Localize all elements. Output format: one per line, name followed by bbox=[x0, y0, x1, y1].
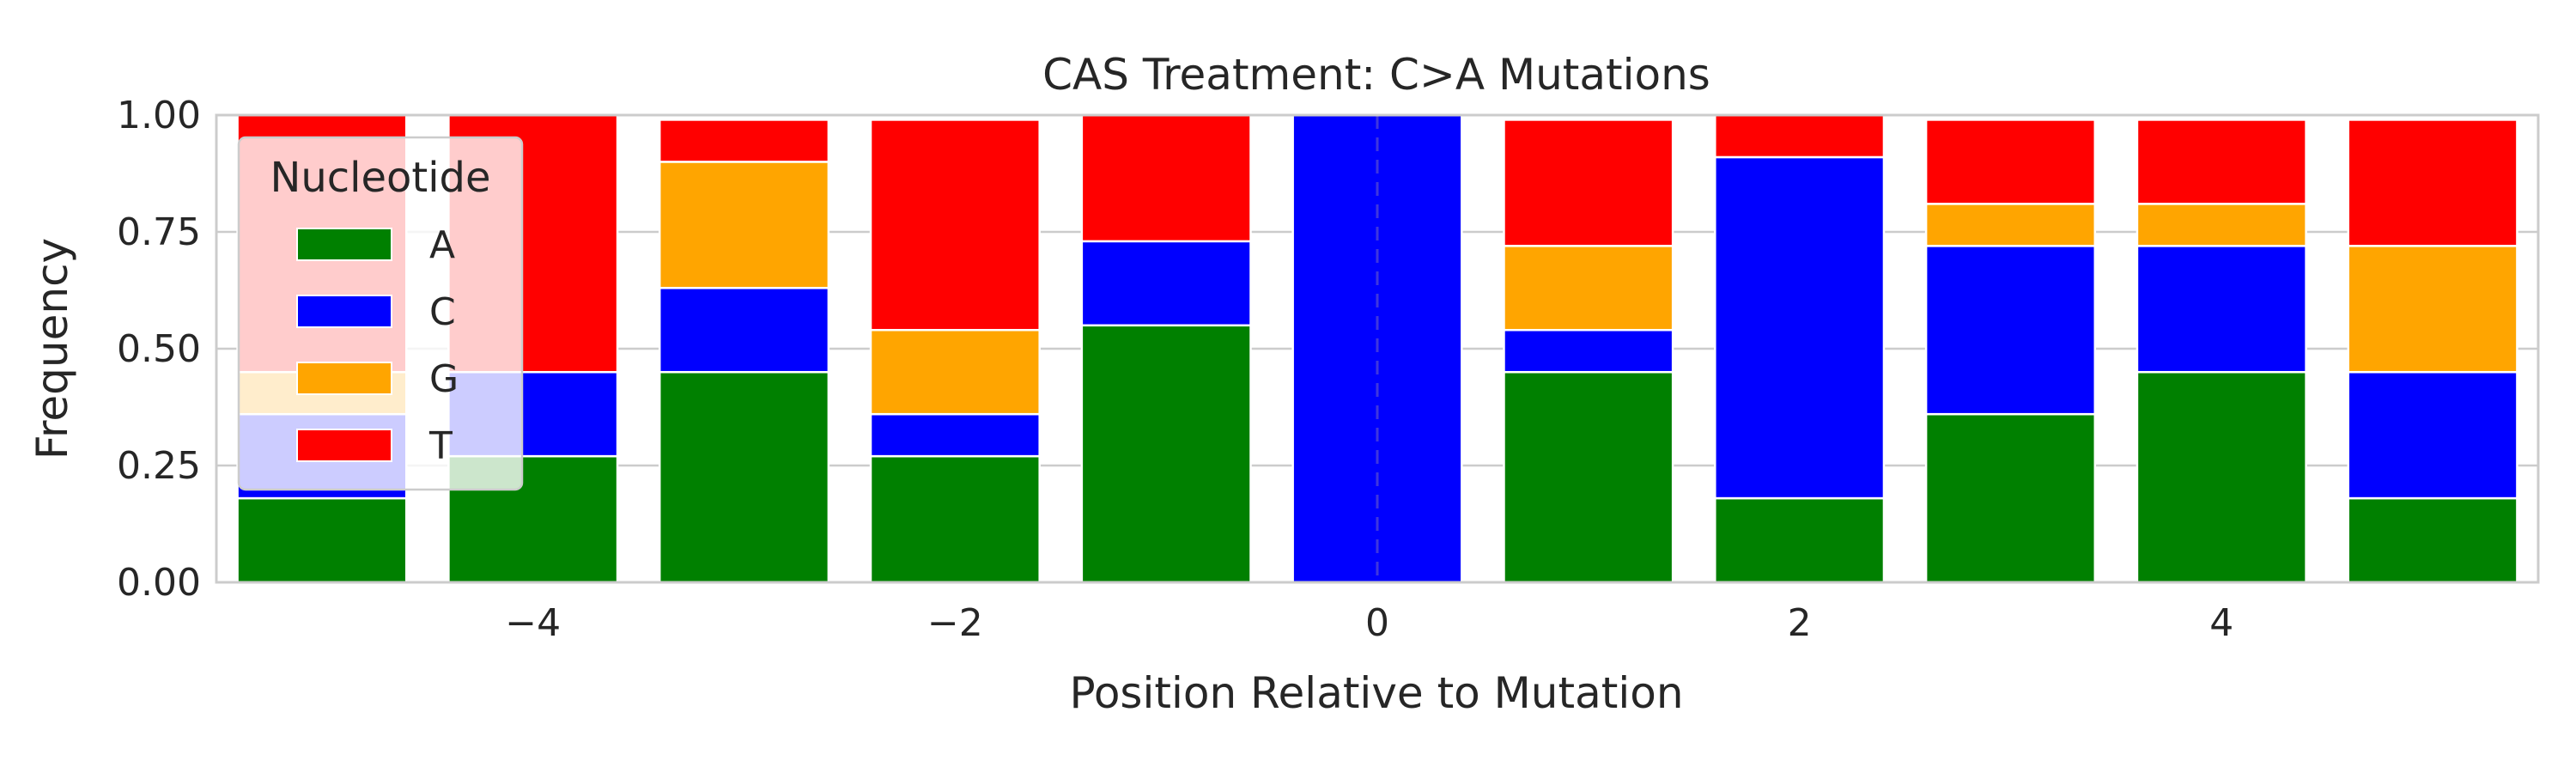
tick-labels: 0.00 0.25 0.50 0.75 1.00 −4 −2 0 2 4 bbox=[117, 94, 2233, 645]
bar-A-pos--2 bbox=[869, 454, 1041, 584]
x-tick-label-2: 0 bbox=[1365, 601, 1389, 645]
x-tick-label-3: 2 bbox=[1788, 601, 1812, 645]
bar-T-pos-5 bbox=[2347, 119, 2518, 247]
bar-A-pos--1 bbox=[1080, 324, 1252, 584]
x-tick-label-0: −4 bbox=[505, 601, 561, 645]
bar-C-pos-2 bbox=[1714, 155, 1886, 500]
bar-G-pos-3 bbox=[1924, 203, 2097, 247]
bar-T-pos-4 bbox=[2136, 119, 2307, 205]
bar-A-pos-3 bbox=[1924, 412, 2097, 584]
y-tick-label-0: 0.00 bbox=[117, 561, 201, 605]
y-axis-label: Frequency bbox=[27, 238, 77, 460]
bar-T-pos-1 bbox=[1503, 119, 1674, 247]
bar-G-pos-4 bbox=[2136, 203, 2307, 247]
bar-A-pos-1 bbox=[1503, 370, 1674, 584]
legend-label-T: T bbox=[428, 424, 453, 468]
bar-C-pos-3 bbox=[1924, 245, 2097, 416]
bars bbox=[236, 113, 2518, 584]
legend-swatch-T bbox=[296, 429, 392, 462]
bar-C-pos--2 bbox=[869, 412, 1041, 458]
bar-T-pos-2 bbox=[1714, 113, 1886, 159]
bar-A-pos-4 bbox=[2136, 370, 2307, 584]
bar-A-pos-2 bbox=[1714, 496, 1886, 584]
x-axis-label: Position Relative to Mutation bbox=[1069, 668, 1683, 718]
legend-swatch-A bbox=[296, 228, 392, 261]
bar-T-pos--1 bbox=[1080, 113, 1252, 243]
bar-G-pos-5 bbox=[2347, 245, 2518, 374]
legend-swatch-C bbox=[296, 295, 392, 328]
chart-title: CAS Treatment: C>A Mutations bbox=[1042, 50, 1710, 100]
bar-G-pos--2 bbox=[869, 328, 1041, 416]
legend-label-A: A bbox=[429, 223, 455, 267]
legend-title: Nucleotide bbox=[270, 154, 490, 202]
bar-C-pos-4 bbox=[2136, 245, 2307, 374]
bar-C-pos--3 bbox=[658, 287, 830, 374]
y-tick-label-2: 0.50 bbox=[117, 327, 201, 371]
bar-T-pos--2 bbox=[869, 119, 1041, 332]
y-tick-label-1: 0.25 bbox=[117, 444, 201, 488]
legend-swatch-G bbox=[296, 362, 392, 395]
y-tick-label-3: 0.75 bbox=[117, 210, 201, 254]
plot-frame bbox=[215, 113, 2540, 584]
x-tick-label-1: −2 bbox=[927, 601, 983, 645]
bar-A-pos--3 bbox=[658, 370, 830, 584]
bar-G-pos--3 bbox=[658, 161, 830, 289]
y-tick-label-4: 1.00 bbox=[117, 94, 201, 137]
bar-T-pos-3 bbox=[1924, 119, 2097, 205]
bar-C-pos-5 bbox=[2347, 370, 2518, 500]
legend-label-G: G bbox=[429, 357, 459, 401]
bar-C-pos-1 bbox=[1503, 328, 1674, 374]
x-tick-label-4: 4 bbox=[2209, 601, 2233, 645]
bar-A-pos--5 bbox=[236, 496, 408, 584]
bar-G-pos-1 bbox=[1503, 245, 1674, 332]
bar-A-pos-5 bbox=[2347, 496, 2518, 584]
bar-C-pos--1 bbox=[1080, 240, 1252, 327]
bar-T-pos--3 bbox=[658, 119, 830, 163]
legend-label-C: C bbox=[429, 290, 456, 334]
